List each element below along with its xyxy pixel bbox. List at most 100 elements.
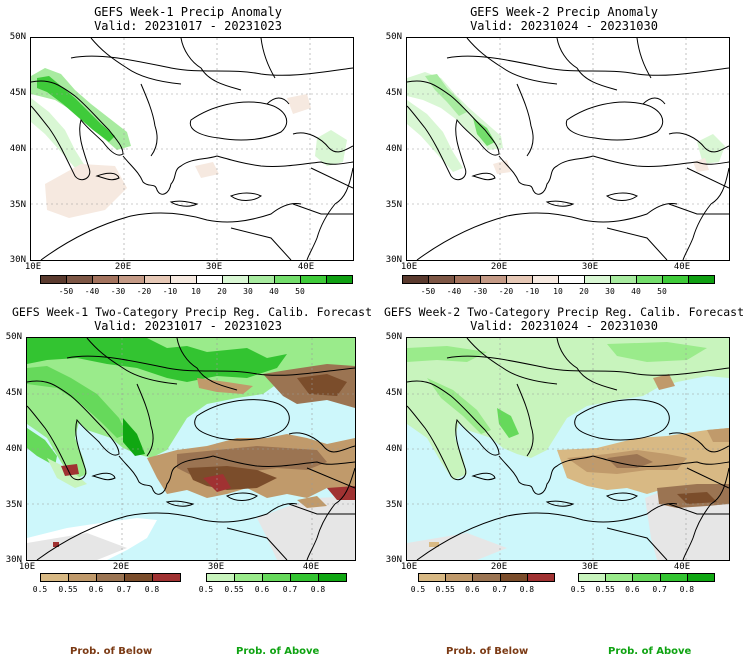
colorbar-swatch bbox=[152, 573, 181, 582]
colorbar-swatch bbox=[144, 275, 171, 284]
colorbar-swatch bbox=[605, 573, 634, 582]
prob-below-area bbox=[653, 374, 675, 390]
anomaly-positive-area bbox=[425, 74, 467, 116]
lat-label: 40N bbox=[385, 144, 402, 154]
colorbar-tick-label: 0.7 bbox=[116, 585, 132, 594]
colorbar-swatch bbox=[318, 573, 347, 582]
anomaly-positive-area bbox=[407, 100, 463, 172]
prob-above-area bbox=[407, 338, 729, 480]
map-canvas bbox=[407, 338, 729, 560]
colorbar-tick-label: 0.55 bbox=[595, 585, 615, 594]
colorbar-tick-label: 0.5 bbox=[410, 585, 426, 594]
colorbar-swatch bbox=[472, 573, 501, 582]
lat-label: 45N bbox=[385, 88, 402, 98]
colorbar-tick-label: 10 bbox=[191, 287, 201, 296]
prob-below-area bbox=[61, 464, 79, 476]
lon-label: 40E bbox=[297, 262, 315, 272]
colorbar-tick-label: 0.8 bbox=[519, 585, 535, 594]
lat-label: 30N bbox=[9, 255, 26, 265]
colorbar-tick-label: 10 bbox=[553, 287, 563, 296]
colorbar-swatch bbox=[326, 275, 353, 284]
lat-label: 40N bbox=[385, 444, 402, 454]
prob-below-cell bbox=[429, 542, 439, 547]
colorbar-swatch bbox=[262, 573, 291, 582]
lat-label: 50N bbox=[385, 32, 402, 42]
anomaly-positive-area bbox=[473, 118, 495, 146]
prob-below-area bbox=[327, 486, 355, 500]
lon-label: 20E bbox=[490, 562, 508, 572]
colorbar-swatch bbox=[506, 275, 533, 284]
colorbar-tick-label: 0.6 bbox=[625, 585, 640, 594]
colorbar-swatch bbox=[68, 573, 97, 582]
lat-label: 45N bbox=[5, 388, 22, 398]
lon-label: 40E bbox=[673, 262, 691, 272]
colorbar-swatch bbox=[636, 275, 663, 284]
prob-above-colorbar: 0.5 0.55 0.6 0.7 0.8 bbox=[571, 573, 715, 595]
colorbar-tick-label: 0.5 bbox=[32, 585, 48, 594]
grid-lines bbox=[27, 338, 355, 560]
lat-label: 50N bbox=[385, 332, 402, 342]
colorbar-tick-label: 0.6 bbox=[254, 585, 270, 594]
colorbar-tick-label: 50 bbox=[657, 287, 667, 296]
panel-title: GEFS Week-2 Precip Anomaly bbox=[470, 5, 658, 19]
colorbar-tick-label: 0.7 bbox=[282, 585, 298, 594]
lon-label: 30E bbox=[581, 562, 599, 572]
anomaly-positive-area bbox=[315, 130, 347, 166]
anomaly-negative-area bbox=[195, 162, 219, 178]
colorbar-tick-label: -10 bbox=[162, 287, 178, 296]
panel-subtitle: Valid: 20231024 - 20231030 bbox=[470, 19, 658, 33]
prob-above-colorbar: 0.5 0.55 0.6 0.7 0.8 bbox=[199, 573, 347, 595]
colorbar-tick-label: 0.5 bbox=[570, 585, 586, 594]
anomaly-positive-area bbox=[37, 76, 115, 142]
colorbar-tick-label: 0.6 bbox=[88, 585, 104, 594]
colorbar-swatch bbox=[499, 573, 528, 582]
colorbar-swatch bbox=[688, 275, 715, 284]
colorbar-swatch bbox=[96, 573, 125, 582]
lat-label: 40N bbox=[9, 144, 26, 154]
lon-label: 40E bbox=[673, 562, 691, 572]
colorbar-swatch bbox=[40, 573, 69, 582]
colorbar-swatch bbox=[300, 275, 327, 284]
lon-label: 30E bbox=[207, 562, 225, 572]
anomaly-negative-area bbox=[287, 94, 311, 114]
colorbar-swatch bbox=[196, 275, 223, 284]
colorbar-tick-label: 30 bbox=[243, 287, 253, 296]
colorbar-swatch bbox=[206, 573, 235, 582]
colorbar-swatch bbox=[124, 573, 153, 582]
colorbar-tick-label: 50 bbox=[295, 287, 305, 296]
lon-label: 10E bbox=[400, 562, 418, 572]
colorbar-swatch bbox=[662, 275, 689, 284]
colorbar-swatch bbox=[402, 275, 429, 284]
prob-above-area bbox=[497, 408, 519, 438]
anomaly-positive-area bbox=[697, 134, 725, 164]
coastlines bbox=[407, 338, 729, 560]
anomaly-positive-area bbox=[31, 98, 85, 170]
colorbar-tick-label: 0.8 bbox=[679, 585, 695, 594]
colorbar-swatch bbox=[290, 573, 319, 582]
colorbar-tick-label: 0.8 bbox=[144, 585, 160, 594]
map-canvas bbox=[31, 38, 353, 260]
lon-label: 20E bbox=[112, 562, 130, 572]
lon-label: 10E bbox=[24, 262, 42, 272]
nodata-area bbox=[407, 533, 507, 560]
colorbar-swatch bbox=[454, 275, 481, 284]
colorbar-tick-label: -10 bbox=[524, 287, 540, 296]
panel-title: GEFS Week-2 Two-Category Precip Reg. Cal… bbox=[383, 305, 745, 319]
lat-label: 30N bbox=[385, 555, 402, 565]
colorbar-swatch bbox=[610, 275, 637, 284]
colorbar-tick-label: 40 bbox=[269, 287, 279, 296]
lat-label: 35N bbox=[385, 200, 402, 210]
colorbar-swatch bbox=[118, 275, 145, 284]
prob-below-area bbox=[677, 492, 717, 504]
colorbar-tick-label: 0.8 bbox=[310, 585, 326, 594]
coastlines bbox=[31, 38, 353, 260]
panel-subtitle: Valid: 20231024 - 20231030 bbox=[470, 319, 658, 333]
grid-lines bbox=[407, 38, 729, 260]
lat-label: 30N bbox=[385, 255, 402, 265]
prob-above-area bbox=[123, 418, 145, 456]
colorbar-tick-label: -30 bbox=[472, 287, 488, 296]
colorbar-tick-label: 20 bbox=[217, 287, 227, 296]
panel-week1-anomaly: GEFS Week-1 Precip Anomaly Valid: 202310… bbox=[0, 0, 376, 300]
colorbar-tick-label: -40 bbox=[446, 287, 462, 296]
map-canvas bbox=[27, 338, 355, 560]
